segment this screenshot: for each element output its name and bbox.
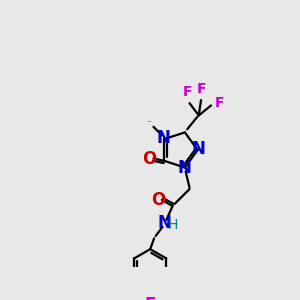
Text: O: O <box>142 149 157 167</box>
Text: N: N <box>178 159 192 177</box>
Text: H: H <box>167 218 178 232</box>
Text: O: O <box>151 191 165 209</box>
Text: F: F <box>215 96 224 110</box>
Text: F: F <box>145 296 156 300</box>
Text: F: F <box>183 85 193 99</box>
Text: methyl: methyl <box>148 121 153 122</box>
Text: N: N <box>157 129 170 147</box>
Text: F: F <box>196 82 206 96</box>
Text: N: N <box>157 214 171 232</box>
Text: N: N <box>191 140 205 158</box>
